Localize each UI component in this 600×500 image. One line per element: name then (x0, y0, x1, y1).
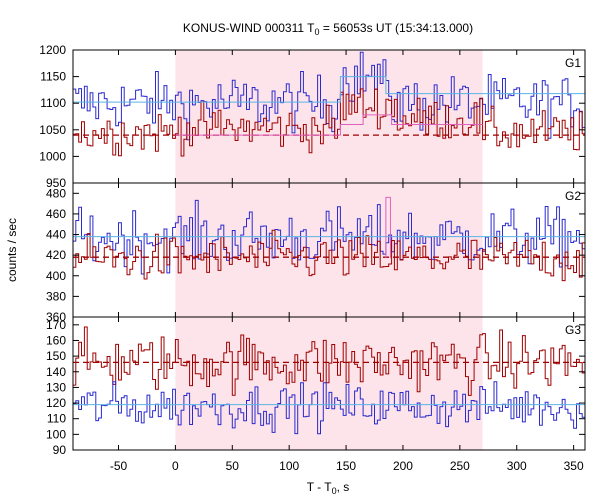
series-red-g3 (73, 326, 585, 396)
y-tick-label-g2: 440 (46, 228, 66, 242)
spike-g2 (385, 196, 391, 259)
panel-g1: 950 1000 1050 1100 1150 1200 G1 (39, 43, 586, 190)
y-tick-label-g1: 1100 (40, 96, 66, 110)
y-tick-label-g3: 170 (46, 318, 66, 332)
x-tick-label: 50 (226, 459, 240, 473)
y-tick-label-g2: 420 (46, 248, 66, 262)
y-tick-label-g3: 100 (46, 427, 66, 441)
chart-title-rest: = 56053s UT (15:34:13.000) (320, 21, 474, 35)
y-tick-label-g2: 360 (46, 310, 66, 324)
y-tick-label-g3: 110 (47, 412, 66, 426)
y-tick-label-g1: 1200 (39, 43, 66, 57)
series-red-g1 (73, 88, 585, 157)
x-tick-label: 350 (564, 459, 584, 473)
x-axis-title: T - T0, s (307, 480, 350, 496)
panel-g2: 360 380 400 420 440 460 480 G2 (46, 182, 586, 324)
x-tick-label: 150 (336, 459, 356, 473)
panel-label-g2: G2 (565, 189, 581, 203)
x-axis-title-main: T - T (307, 480, 333, 494)
x-tick-label: 100 (279, 459, 299, 473)
y-tick-label-g2: 460 (46, 207, 66, 221)
chart-title-subscript: 0 (315, 27, 320, 37)
x-axis-title-rest: , s (337, 480, 350, 494)
y-tick-label-g3: 150 (46, 349, 66, 363)
y-tick-label-g2: 480 (46, 186, 66, 200)
y-tick-label-g1: 1150 (40, 70, 66, 84)
series-blue-g3 (73, 381, 585, 435)
y-tick-label-g1: 1050 (39, 123, 66, 137)
y-tick-label-g3: 160 (46, 333, 66, 347)
y-tick-label-g3: 90 (53, 443, 67, 457)
x-axis-title-subscript: 0 (332, 486, 337, 496)
background-line-bg_blue-g1 (73, 76, 585, 103)
x-axis-tick-labels: -50 0 50 100 150 200 250 300 350 (110, 459, 584, 473)
chart-title-main: KONUS-WIND 000311 T (183, 21, 315, 35)
panel-label-g1: G1 (565, 56, 581, 70)
panel-label-g3: G3 (565, 323, 581, 337)
y-tick-label-g2: 400 (46, 269, 66, 283)
highlight-interval-g3 (175, 317, 483, 450)
y-tick-label-g3: 130 (46, 380, 66, 394)
y-tick-label-g3: 120 (46, 396, 66, 410)
x-tick-label: 250 (450, 459, 470, 473)
x-tick-label: 200 (393, 459, 413, 473)
y-axis-title: counts / sec (5, 218, 19, 282)
background-line-fit_pink-g1 (175, 114, 483, 136)
x-tick-label: 300 (507, 459, 527, 473)
panels-group: 950 1000 1050 1100 1150 1200 G1 360 380 400 420 440… (39, 43, 586, 457)
x-tick-label: 0 (172, 459, 179, 473)
y-tick-label-g1: 1000 (39, 149, 66, 163)
panel-frame-g3 (72, 316, 586, 451)
y-tick-label-g1: 950 (46, 176, 66, 190)
y-tick-label-g2: 380 (46, 289, 66, 303)
chart-title: KONUS-WIND 000311 T0 = 56053s UT (15:34:… (183, 21, 473, 37)
x-tick-label: -50 (110, 459, 128, 473)
y-tick-label-g3: 140 (46, 365, 66, 379)
